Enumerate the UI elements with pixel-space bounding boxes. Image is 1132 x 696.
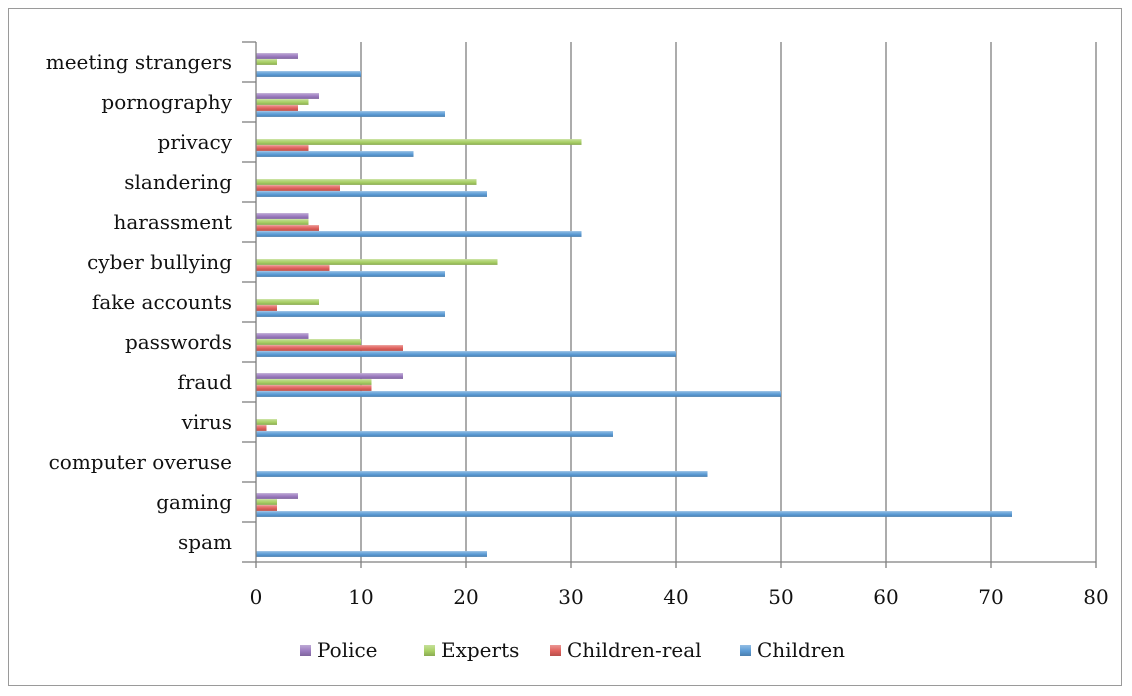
labels: 0 10 20 30 40 50 60 70 80 meeting strangers pornog…	[46, 50, 1109, 609]
bar-children-real-slandering	[256, 185, 340, 191]
category-label: cyber bullying	[87, 250, 232, 274]
bar-experts-virus	[256, 419, 277, 425]
bar-children-computer-overuse	[256, 471, 708, 477]
bar-experts-gaming	[256, 499, 277, 505]
bars	[256, 53, 1012, 557]
bar-experts-fraud	[256, 379, 372, 385]
x-tick-label: 80	[1083, 585, 1108, 609]
bar-police-meeting-strangers	[256, 53, 298, 59]
bar-children-real-passwords	[256, 345, 403, 351]
bar-children-fraud	[256, 391, 781, 397]
bar-police-passwords	[256, 333, 309, 339]
bar-police-harassment	[256, 213, 309, 219]
legend-label-children-real: Children-real	[567, 638, 702, 662]
category-label: fraud	[177, 370, 232, 394]
x-tick-label: 40	[663, 585, 688, 609]
bar-children-real-virus	[256, 425, 267, 431]
bar-experts-fake-accounts	[256, 299, 319, 305]
x-tick-label: 50	[768, 585, 793, 609]
x-tick-label: 70	[978, 585, 1003, 609]
x-tick-label: 60	[873, 585, 898, 609]
bar-children-gaming	[256, 511, 1012, 517]
legend-label-children: Children	[757, 638, 845, 662]
x-tick-label: 20	[453, 585, 478, 609]
category-label: fake accounts	[92, 290, 232, 314]
bar-children-spam	[256, 551, 487, 557]
legend-swatch-children-real	[550, 645, 561, 656]
bar-experts-privacy	[256, 139, 582, 145]
category-label: passwords	[125, 330, 232, 354]
bar-experts-meeting-strangers	[256, 59, 277, 65]
category-label: meeting strangers	[46, 50, 232, 74]
chart-frame	[8, 8, 1122, 686]
bar-experts-passwords	[256, 339, 361, 345]
bar-children-slandering	[256, 191, 487, 197]
category-label: spam	[178, 530, 232, 554]
bar-police-fraud	[256, 373, 403, 379]
bar-experts-harassment	[256, 219, 309, 225]
grid-lines	[360, 42, 1097, 562]
bar-police-pornography	[256, 93, 319, 99]
bar-children-harassment	[256, 231, 582, 237]
legend-label-police: Police	[317, 638, 378, 662]
bar-children-real-privacy	[256, 145, 309, 151]
bar-police-gaming	[256, 493, 298, 499]
legend-label-experts: Experts	[441, 638, 519, 662]
bar-children-cyber-bullying	[256, 271, 445, 277]
x-tick-label: 10	[348, 585, 373, 609]
bar-children-privacy	[256, 151, 414, 157]
category-label: virus	[181, 410, 232, 434]
category-label: privacy	[158, 130, 233, 154]
bar-children-real-pornography	[256, 105, 298, 111]
x-tick-label: 0	[250, 585, 263, 609]
legend-swatch-experts	[424, 645, 435, 656]
bar-experts-cyber-bullying	[256, 259, 498, 265]
bar-children-virus	[256, 431, 613, 437]
x-tick-label: 30	[558, 585, 583, 609]
bar-children-real-gaming	[256, 505, 277, 511]
category-label: slandering	[124, 170, 232, 194]
bar-children-real-fake-accounts	[256, 305, 277, 311]
bar-children-real-fraud	[256, 385, 372, 391]
bar-children-real-harassment	[256, 225, 319, 231]
bar-children-fake-accounts	[256, 311, 445, 317]
bar-children-meeting-strangers	[256, 71, 361, 77]
legend-swatch-police	[300, 645, 311, 656]
category-label: harassment	[113, 210, 232, 234]
category-label: computer overuse	[49, 450, 232, 474]
legend-swatch-children	[740, 645, 751, 656]
category-label: pornography	[101, 90, 232, 114]
bar-children-pornography	[256, 111, 445, 117]
category-label: gaming	[156, 490, 232, 514]
bar-experts-slandering	[256, 179, 477, 185]
bar-children-real-cyber-bullying	[256, 265, 330, 271]
legend: Police Experts Children-real Children	[300, 638, 845, 662]
bar-children-passwords	[256, 351, 676, 357]
bar-experts-pornography	[256, 99, 309, 105]
axes	[242, 41, 1097, 568]
